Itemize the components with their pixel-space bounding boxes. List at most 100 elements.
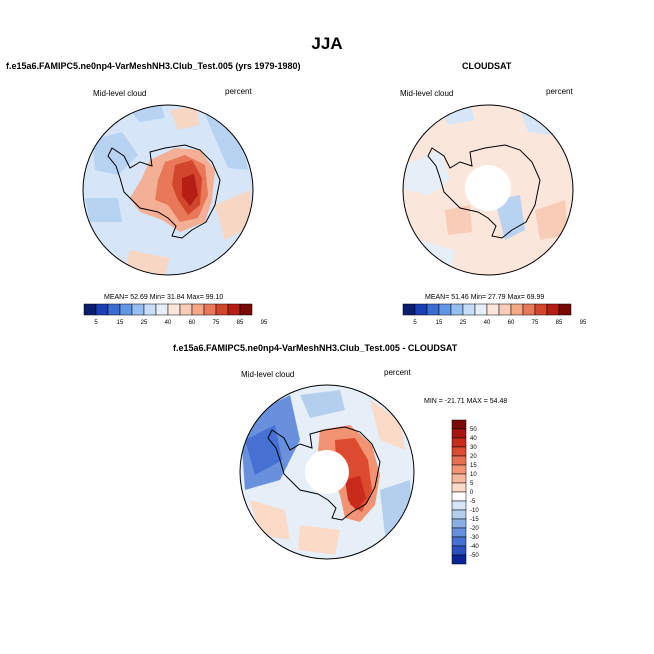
colorbar-tick-label: 15: [470, 463, 477, 469]
colorbar-tick-label: 95: [261, 320, 268, 326]
colorbar-tick-label: -20: [470, 526, 479, 532]
colorbar-swatch: [451, 536, 467, 547]
colorbar-swatch: [451, 428, 467, 439]
colorbar-swatch: [486, 303, 500, 316]
diff-panel-title: f.e15a6.FAMIPC5.ne0np4-VarMeshNH3.Club_T…: [173, 343, 458, 353]
colorbar-swatch: [451, 509, 467, 520]
obs-field-patch: [520, 110, 552, 135]
diff-field-patch: [370, 400, 405, 450]
obs-map-border: [402, 104, 574, 276]
colorbar-swatch: [83, 303, 97, 316]
obs-field-patch: [405, 150, 450, 195]
diff-field-patch: [300, 390, 345, 418]
colorbar-swatch: [95, 303, 109, 316]
obs-stats: MEAN= 51.46 Min= 27.79 Max= 69.99: [425, 294, 545, 301]
obs-field-patch: [445, 205, 472, 235]
colorbar-swatch: [402, 303, 416, 316]
colorbar-swatch: [143, 303, 157, 316]
colorbar-tick-label: 40: [165, 320, 172, 326]
model-coastline: [107, 144, 221, 239]
model-field-patch: [215, 190, 252, 240]
colorbar-swatch: [451, 545, 467, 556]
colorbar-tick-label: 60: [508, 320, 515, 326]
model-panel-title: f.e15a6.FAMIPC5.ne0np4-VarMeshNH3.Club_T…: [6, 61, 301, 71]
model-field-patch: [170, 106, 200, 130]
obs-field-patch: [535, 200, 568, 240]
colorbar-tick-label: 5: [94, 320, 98, 326]
obs-colorbar: 5 15 25 40 60 75 85 95: [402, 303, 587, 326]
colorbar-tick-label: 25: [141, 320, 148, 326]
colorbar-tick-label: 5: [413, 320, 417, 326]
colorbar-tick-label: 85: [237, 320, 244, 326]
main-title: JJA: [311, 34, 343, 53]
colorbar-tick-label: 95: [580, 320, 587, 326]
model-field-patch: [182, 174, 198, 206]
colorbar-tick-label: -5: [470, 499, 476, 505]
colorbar-swatch: [498, 303, 512, 316]
colorbar-swatch: [191, 303, 205, 316]
colorbar-swatch: [451, 500, 467, 511]
colorbar-swatch: [546, 303, 560, 316]
colorbar-swatch: [558, 303, 572, 316]
colorbar-swatch: [462, 303, 476, 316]
colorbar-tick-label: 75: [213, 320, 220, 326]
model-stats: MEAN= 52.69 Min= 31.84 Max= 99.10: [104, 294, 224, 301]
colorbar-swatch: [451, 446, 467, 457]
colorbar-tick-label: 20: [470, 454, 477, 460]
colorbar-swatch: [451, 455, 467, 466]
colorbar-swatch: [451, 527, 467, 538]
colorbar-swatch: [131, 303, 145, 316]
model-colorbar: 5 15 25 40 60 75 85 95: [83, 303, 268, 326]
colorbar-tick-label: 30: [470, 445, 477, 451]
colorbar-swatch: [451, 473, 467, 484]
colorbar-swatch: [451, 518, 467, 529]
colorbar-swatch: [155, 303, 169, 316]
colorbar-swatch: [167, 303, 181, 316]
colorbar-swatch: [426, 303, 440, 316]
colorbar-swatch: [450, 303, 464, 316]
model-units-label: percent: [225, 87, 252, 96]
model-field-patch: [205, 115, 248, 170]
diff-map-border: [239, 384, 415, 560]
obs-panel-title: CLOUDSAT: [462, 61, 512, 71]
model-field-patch: [92, 132, 138, 175]
colorbar-swatch: [451, 464, 467, 475]
colorbar-swatch: [227, 303, 241, 316]
colorbar-swatch: [119, 303, 133, 316]
colorbar-tick-label: -50: [470, 553, 479, 559]
model-map: [82, 104, 254, 276]
colorbar-tick-label: 10: [470, 472, 477, 478]
colorbar-swatch: [522, 303, 536, 316]
colorbar-tick-label: 25: [460, 320, 467, 326]
obs-map: [402, 104, 574, 276]
colorbar-swatch: [107, 303, 121, 316]
colorbar-tick-label: 5: [470, 481, 474, 487]
obs-coastline: [427, 144, 541, 239]
diff-polar-gap: [305, 450, 349, 494]
colorbar-tick-label: 40: [470, 436, 477, 442]
colorbar-swatch: [179, 303, 193, 316]
colorbar-swatch: [451, 491, 467, 502]
model-field-patch: [85, 198, 122, 222]
colorbar-tick-label: -40: [470, 544, 479, 550]
colorbar-swatch: [534, 303, 548, 316]
obs-polar-gap: [465, 165, 511, 211]
diff-coastline: [267, 426, 381, 521]
colorbar-tick-label: 40: [484, 320, 491, 326]
colorbar-tick-label: -15: [470, 517, 479, 523]
colorbar-swatch: [510, 303, 524, 316]
diff-map: [239, 384, 415, 560]
colorbar-swatch: [203, 303, 217, 316]
colorbar-tick-label: 75: [532, 320, 539, 326]
colorbar-swatch: [474, 303, 488, 316]
model-map-border: [82, 104, 254, 276]
diff-variable-label: Mid-level cloud: [241, 370, 295, 379]
colorbar-swatch: [239, 303, 253, 316]
colorbar-tick-label: 15: [117, 320, 124, 326]
colorbar-tick-label: 0: [470, 490, 474, 496]
diff-field-patch: [345, 476, 366, 510]
colorbar-tick-label: 50: [470, 427, 477, 433]
colorbar-swatch: [451, 419, 467, 430]
